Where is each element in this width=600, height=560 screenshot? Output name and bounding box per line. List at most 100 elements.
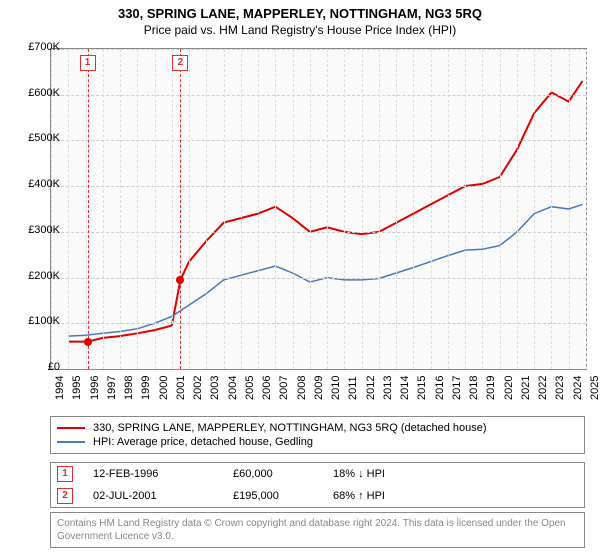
vgrid-line bbox=[310, 49, 311, 369]
sale-marker-badge: 2 bbox=[172, 55, 188, 71]
x-axis-label: 2012 bbox=[365, 376, 377, 400]
sale-point-dot bbox=[176, 276, 184, 284]
vgrid-line bbox=[448, 49, 449, 369]
x-axis-label: 2024 bbox=[572, 376, 584, 400]
legend-label: HPI: Average price, detached house, Gedl… bbox=[93, 436, 313, 448]
vgrid-line bbox=[224, 49, 225, 369]
y-axis-label: £0 bbox=[10, 361, 60, 373]
x-axis-label: 2021 bbox=[520, 376, 532, 400]
legend-label: 330, SPRING LANE, MAPPERLEY, NOTTINGHAM,… bbox=[93, 422, 487, 434]
y-axis-label: £600K bbox=[10, 87, 60, 99]
hgrid-line bbox=[51, 232, 586, 233]
x-axis-label: 2001 bbox=[175, 376, 187, 400]
x-axis-label: 1995 bbox=[71, 376, 83, 400]
chart-container: 330, SPRING LANE, MAPPERLEY, NOTTINGHAM,… bbox=[0, 0, 600, 560]
vgrid-line bbox=[172, 49, 173, 369]
sale-point-dot bbox=[84, 338, 92, 346]
x-axis-label: 2008 bbox=[296, 376, 308, 400]
vgrid-line bbox=[379, 49, 380, 369]
x-axis-label: 2017 bbox=[451, 376, 463, 400]
vgrid-line bbox=[344, 49, 345, 369]
x-axis-label: 2002 bbox=[192, 376, 204, 400]
hgrid-line bbox=[51, 95, 586, 96]
page-title: 330, SPRING LANE, MAPPERLEY, NOTTINGHAM,… bbox=[0, 0, 600, 21]
hgrid-line bbox=[51, 186, 586, 187]
vgrid-line bbox=[586, 49, 587, 369]
hgrid-line bbox=[51, 49, 586, 50]
vgrid-line bbox=[206, 49, 207, 369]
vgrid-line bbox=[86, 49, 87, 369]
x-axis-label: 2022 bbox=[537, 376, 549, 400]
vgrid-line bbox=[431, 49, 432, 369]
vgrid-line bbox=[275, 49, 276, 369]
price-row-marker: 1 bbox=[57, 466, 73, 482]
x-axis-label: 2020 bbox=[503, 376, 515, 400]
attribution-text: Contains HM Land Registry data © Crown c… bbox=[50, 512, 585, 548]
vgrid-line bbox=[327, 49, 328, 369]
price-table: 1 12-FEB-1996£60,00018% ↓ HPI 2 02-JUL-2001… bbox=[50, 462, 585, 508]
x-axis-label: 2010 bbox=[330, 376, 342, 400]
legend-swatch bbox=[57, 441, 85, 443]
x-axis-label: 1996 bbox=[89, 376, 101, 400]
vgrid-line bbox=[258, 49, 259, 369]
vgrid-line bbox=[396, 49, 397, 369]
chart-svg bbox=[51, 49, 586, 369]
x-axis-label: 1998 bbox=[123, 376, 135, 400]
sale-marker-line bbox=[88, 49, 89, 369]
hgrid-line bbox=[51, 323, 586, 324]
y-axis-label: £100K bbox=[10, 315, 60, 327]
vgrid-line bbox=[137, 49, 138, 369]
y-axis-label: £400K bbox=[10, 178, 60, 190]
x-axis-label: 1997 bbox=[106, 376, 118, 400]
price-row-price: £195,000 bbox=[233, 490, 333, 502]
plot-area: 12 bbox=[50, 48, 587, 370]
price-row-pct: 18% ↓ HPI bbox=[333, 468, 453, 480]
vgrid-line bbox=[293, 49, 294, 369]
price-row-marker: 2 bbox=[57, 488, 73, 504]
x-axis-label: 2011 bbox=[347, 376, 359, 400]
y-axis-label: £200K bbox=[10, 270, 60, 282]
y-axis-label: £500K bbox=[10, 132, 60, 144]
x-axis-label: 2006 bbox=[261, 376, 273, 400]
sale-marker-line bbox=[180, 49, 181, 369]
vgrid-line bbox=[68, 49, 69, 369]
vgrid-line bbox=[189, 49, 190, 369]
price-table-row: 202-JUL-2001£195,00068% ↑ HPI bbox=[51, 485, 584, 507]
sale-marker-badge: 1 bbox=[80, 55, 96, 71]
x-axis-label: 2016 bbox=[434, 376, 446, 400]
vgrid-line bbox=[413, 49, 414, 369]
vgrid-line bbox=[534, 49, 535, 369]
legend-box: 330, SPRING LANE, MAPPERLEY, NOTTINGHAM,… bbox=[50, 416, 585, 454]
legend-swatch bbox=[57, 427, 85, 429]
vgrid-line bbox=[465, 49, 466, 369]
vgrid-line bbox=[362, 49, 363, 369]
vgrid-line bbox=[155, 49, 156, 369]
vgrid-line bbox=[500, 49, 501, 369]
x-axis-label: 2004 bbox=[227, 376, 239, 400]
price-table-row: 1 12-FEB-1996£60,00018% ↓ HPI bbox=[51, 463, 584, 485]
legend-item: 330, SPRING LANE, MAPPERLEY, NOTTINGHAM,… bbox=[57, 421, 578, 435]
x-axis-label: 1999 bbox=[140, 376, 152, 400]
legend-item: HPI: Average price, detached house, Gedl… bbox=[57, 435, 578, 449]
x-axis-label: 2005 bbox=[244, 376, 256, 400]
y-axis-label: £300K bbox=[10, 224, 60, 236]
vgrid-line bbox=[517, 49, 518, 369]
x-axis-label: 2013 bbox=[382, 376, 394, 400]
hgrid-line bbox=[51, 278, 586, 279]
x-axis-label: 2015 bbox=[416, 376, 428, 400]
x-axis-label: 2018 bbox=[468, 376, 480, 400]
x-axis-label: 2007 bbox=[278, 376, 290, 400]
price-row-date: 02-JUL-2001 bbox=[93, 490, 233, 502]
vgrid-line bbox=[103, 49, 104, 369]
x-axis-label: 2014 bbox=[399, 376, 411, 400]
x-axis-label: 2019 bbox=[485, 376, 497, 400]
price-row-date: 12-FEB-1996 bbox=[93, 468, 233, 480]
x-axis-label: 2023 bbox=[554, 376, 566, 400]
vgrid-line bbox=[569, 49, 570, 369]
vgrid-line bbox=[551, 49, 552, 369]
page-subtitle: Price paid vs. HM Land Registry's House … bbox=[0, 21, 600, 37]
vgrid-line bbox=[120, 49, 121, 369]
price-row-price: £60,000 bbox=[233, 468, 333, 480]
hgrid-line bbox=[51, 140, 586, 141]
vgrid-line bbox=[482, 49, 483, 369]
